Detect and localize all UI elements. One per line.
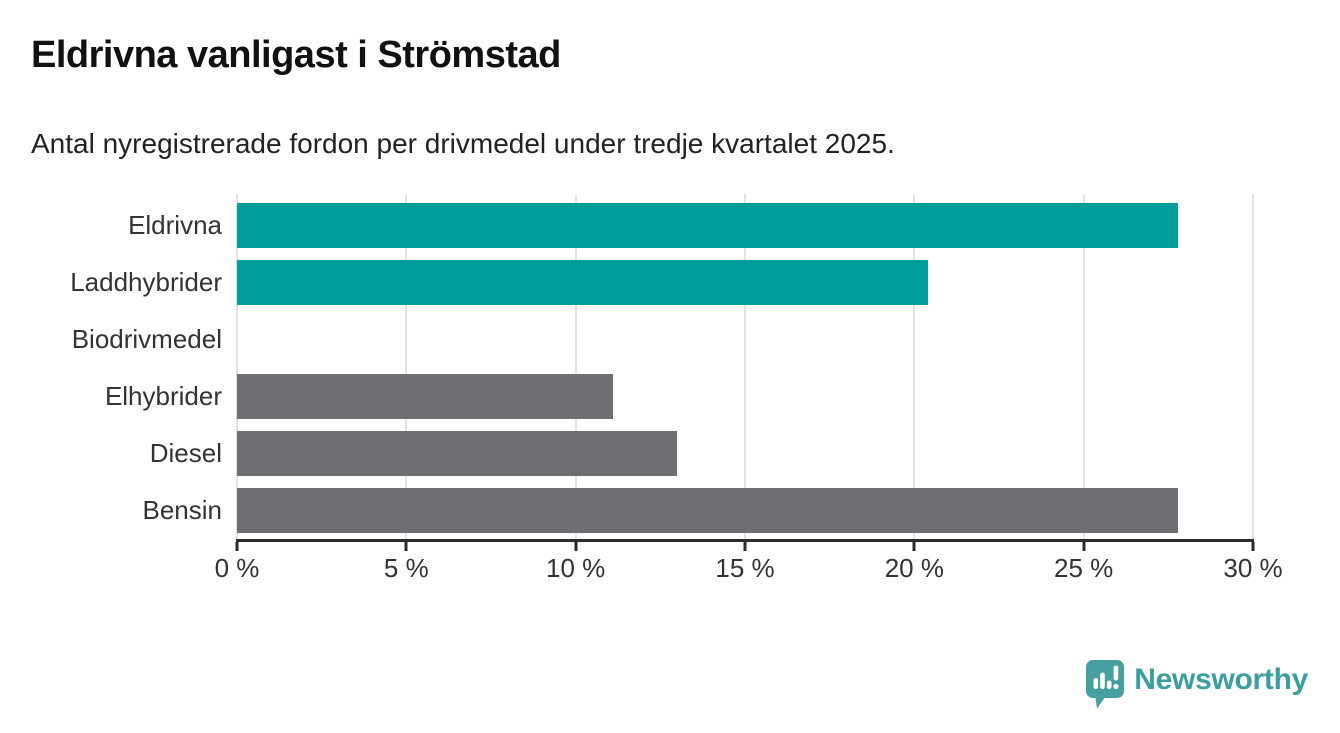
bar-bensin [237, 488, 1179, 533]
y-axis-labels: Eldrivna Laddhybrider Biodrivmedel Elhybrid… [0, 194, 222, 540]
category-label: Diesel [149, 438, 222, 468]
bar-laddhybrider [237, 260, 928, 305]
gridline [913, 194, 916, 540]
x-axis-tick [1251, 542, 1255, 551]
bar-diesel [237, 431, 678, 476]
x-axis-tick-label: 30 % [1223, 553, 1283, 583]
x-axis-tick [235, 542, 239, 551]
newsworthy-logo-text: Newsworthy [1134, 663, 1308, 696]
x-axis-tick-label: 25 % [1054, 553, 1114, 583]
x-axis-tick-label: 15 % [715, 553, 775, 583]
gridline [405, 194, 408, 540]
gridline [236, 194, 238, 540]
chart-title: Eldrivna vanligast i Strömstad [31, 34, 561, 76]
chart-subtitle: Antal nyregistrerade fordon per drivmede… [31, 128, 895, 159]
category-label: Laddhybrider [70, 267, 222, 297]
x-axis-line [236, 539, 1254, 542]
plot-area [236, 194, 1254, 540]
x-axis-tick [912, 542, 916, 551]
x-axis-tick-label: 10 % [546, 553, 606, 583]
x-axis-tick [1082, 542, 1086, 551]
gridline [744, 194, 746, 540]
gridline [574, 194, 577, 540]
newsworthy-logo: Newsworthy [1084, 658, 1308, 710]
newsworthy-bubble-chart-icon [1086, 660, 1125, 709]
x-axis-tick-label: 20 % [884, 553, 944, 583]
bar-eldrivna [237, 203, 1179, 248]
category-label: Eldrivna [128, 210, 222, 240]
x-axis-tick [404, 542, 408, 551]
category-label: Bensin [142, 495, 223, 525]
category-label: Biodrivmedel [71, 324, 222, 354]
bar-elhybrider [237, 374, 613, 419]
x-axis-tick [574, 542, 578, 551]
x-axis-tick-label: 5 % [383, 553, 429, 583]
gridline [1082, 194, 1085, 540]
gridline [1252, 194, 1254, 540]
x-axis-tick [743, 542, 747, 551]
category-label: Elhybrider [104, 381, 222, 411]
x-axis-tick-label: 0 % [214, 553, 260, 583]
